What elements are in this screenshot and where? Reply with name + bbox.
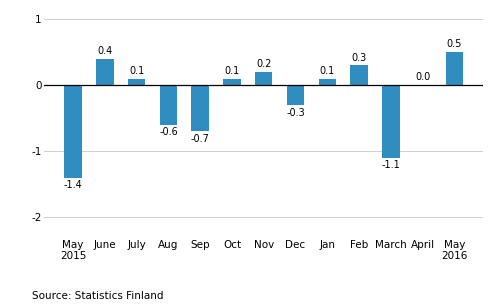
- Text: 0.1: 0.1: [129, 66, 144, 76]
- Text: 0.1: 0.1: [319, 66, 335, 76]
- Text: 0.5: 0.5: [447, 40, 462, 50]
- Bar: [191, 85, 209, 131]
- Text: 0.0: 0.0: [415, 72, 430, 82]
- Text: -1.1: -1.1: [382, 161, 400, 171]
- Bar: [160, 85, 177, 125]
- Bar: [382, 85, 400, 158]
- Text: 0.1: 0.1: [224, 66, 240, 76]
- Text: Source: Statistics Finland: Source: Statistics Finland: [32, 291, 164, 301]
- Bar: [255, 72, 273, 85]
- Text: -0.6: -0.6: [159, 127, 178, 137]
- Text: -0.3: -0.3: [286, 108, 305, 118]
- Bar: [128, 78, 145, 85]
- Text: 0.4: 0.4: [97, 46, 112, 56]
- Bar: [287, 85, 304, 105]
- Text: -1.4: -1.4: [64, 180, 82, 190]
- Text: -0.7: -0.7: [191, 134, 210, 144]
- Bar: [64, 85, 82, 178]
- Bar: [351, 65, 368, 85]
- Text: 0.2: 0.2: [256, 59, 272, 69]
- Text: 0.3: 0.3: [352, 53, 367, 63]
- Bar: [223, 78, 241, 85]
- Bar: [446, 52, 463, 85]
- Bar: [318, 78, 336, 85]
- Bar: [96, 59, 113, 85]
